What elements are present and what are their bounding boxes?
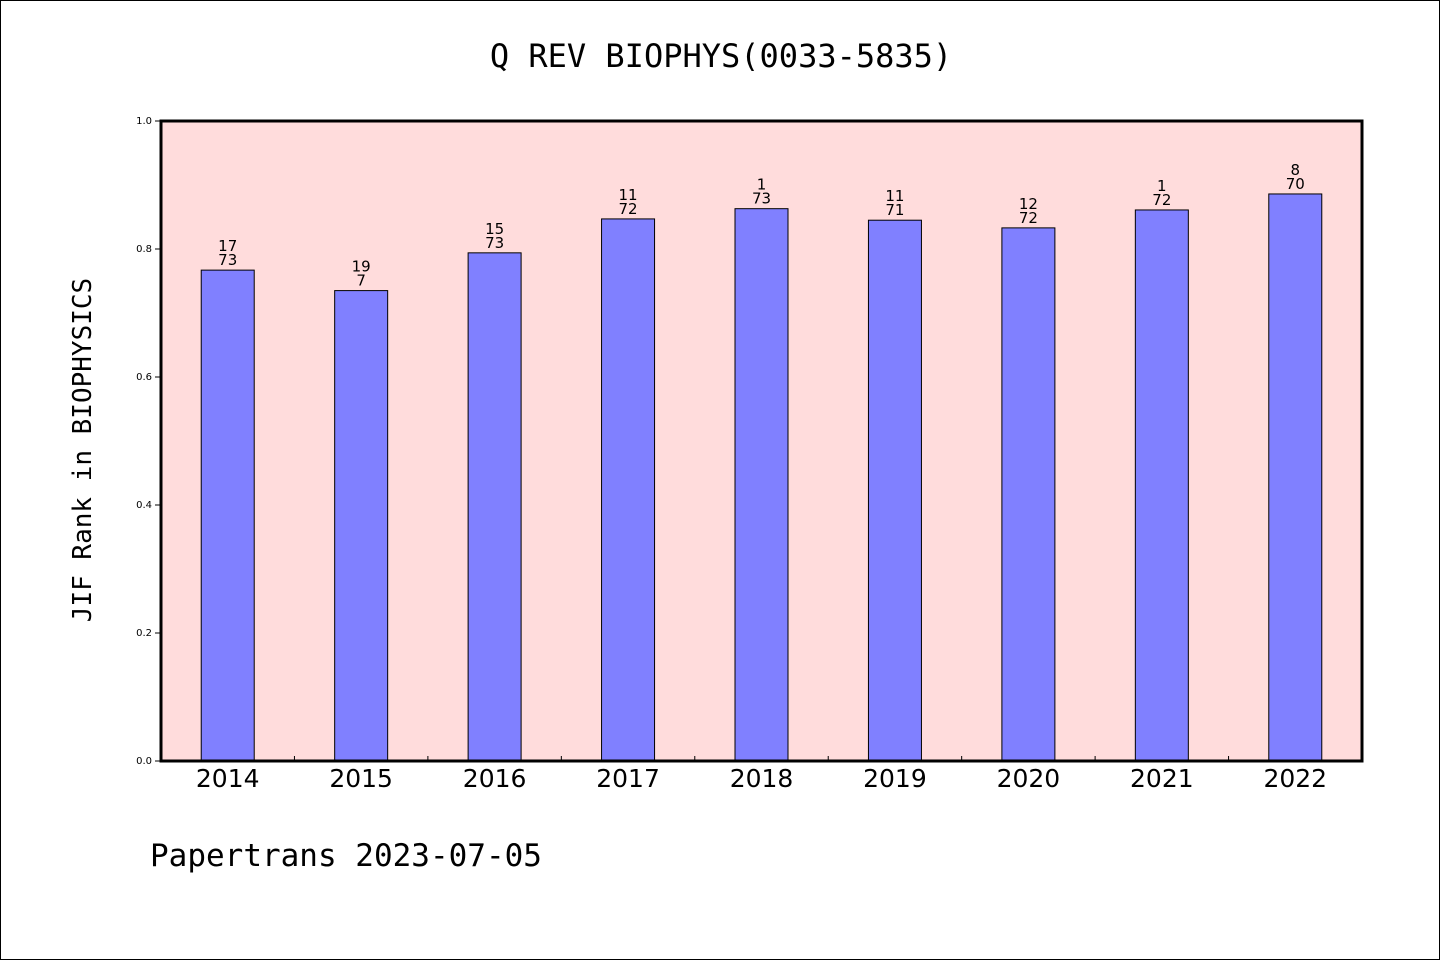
bar-label-total: 71 (885, 201, 904, 219)
bar-label-total: 72 (1019, 209, 1038, 227)
bar-label-rank: 17 (218, 237, 237, 255)
y-tick-label: 0.0 (136, 756, 152, 767)
x-tick-label: 2014 (196, 764, 260, 793)
axes-layer: 2014 2015 2016 2017 2018 2019 2020 2021 2022 0.0 0… (136, 116, 1327, 793)
bar-2018 (734, 208, 789, 762)
y-axis-label: JIF Rank in BIOPHYSICS (68, 278, 98, 622)
bar-label-total: 73 (752, 190, 771, 208)
bar-2019 (867, 219, 922, 762)
chart-title: Q REV BIOPHYS(0033-5835) (490, 37, 952, 75)
bar-label-rank: 19 (352, 258, 371, 276)
y-tick-label: 0.6 (136, 372, 152, 383)
bar-label-total: 70 (1286, 175, 1305, 193)
x-tick-label: 2020 (997, 764, 1061, 793)
y-tick-label: 0.2 (136, 628, 152, 639)
bar-label-rank: 1 (1157, 177, 1167, 195)
x-tick-label: 2018 (730, 764, 794, 793)
bar-label-rank: 12 (1019, 195, 1038, 213)
y-tick-label: 0.8 (136, 244, 152, 255)
plot-border (159, 119, 1364, 763)
x-tick-label: 2022 (1263, 764, 1327, 793)
bar-2022 (1268, 193, 1323, 762)
y-tick-label: 0.4 (136, 500, 152, 511)
x-tick-label: 2021 (1130, 764, 1194, 793)
bar-2021 (1134, 209, 1189, 762)
x-tick-label: 2019 (863, 764, 927, 793)
footer-credit: Papertrans 2023-07-05 (150, 838, 542, 874)
bar-label-total: 73 (218, 251, 237, 269)
bar-2017 (601, 218, 656, 762)
y-tick-label: 1.0 (136, 116, 152, 127)
bar-2015 (334, 290, 389, 762)
bar-label-total: 73 (485, 234, 504, 252)
bar-2014 (200, 269, 255, 762)
bar-label-rank: 11 (619, 186, 638, 204)
bar-label-total: 7 (356, 272, 366, 290)
bar-label-rank: 15 (485, 220, 504, 238)
x-tick-label: 2015 (329, 764, 393, 793)
bar-label-rank: 11 (885, 187, 904, 205)
bar-label-total: 72 (1152, 191, 1171, 209)
bar-label-rank: 1 (757, 176, 767, 194)
x-tick-label: 2017 (596, 764, 660, 793)
bar-2016 (467, 252, 522, 762)
bar-label-rank: 8 (1291, 161, 1301, 179)
bar-2020 (1001, 227, 1056, 762)
x-tick-label: 2016 (463, 764, 527, 793)
bar-label-total: 72 (619, 200, 638, 218)
